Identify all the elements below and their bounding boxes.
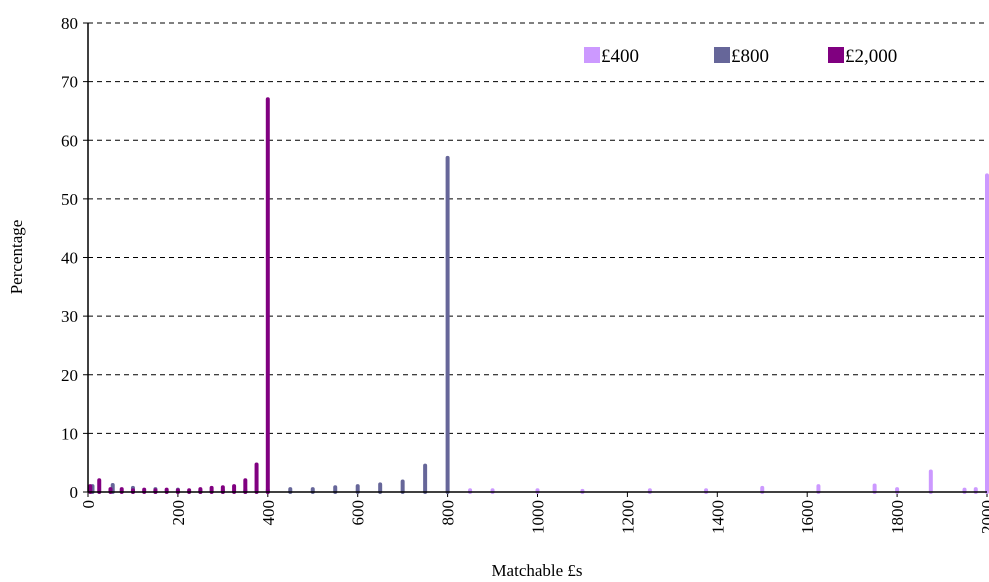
y-tick-label: 70 — [61, 73, 78, 92]
y-tick-label: 50 — [61, 190, 78, 209]
x-tick-label: 1200 — [618, 500, 637, 534]
x-tick-label: 1400 — [708, 500, 727, 534]
x-tick-label: 2000 — [978, 500, 989, 534]
legend-label: £400 — [601, 46, 639, 67]
legend-swatch — [714, 47, 730, 63]
y-tick-label: 40 — [61, 249, 78, 268]
legend-swatch — [828, 47, 844, 63]
y-tick-label: 10 — [61, 424, 78, 443]
y-tick-label: 80 — [61, 14, 78, 33]
x-tick-label: 800 — [439, 500, 458, 526]
x-axis-label: Matchable £s — [491, 561, 582, 580]
y-tick-label: 20 — [61, 366, 78, 385]
x-tick-label: 1800 — [888, 500, 907, 534]
x-tick-label: 0 — [79, 500, 98, 509]
x-tick-label: 200 — [169, 500, 188, 526]
x-tick-label: 1600 — [798, 500, 817, 534]
legend-label: £2,000 — [845, 46, 897, 67]
y-tick-label: 0 — [70, 483, 79, 502]
x-tick-label: 400 — [259, 500, 278, 526]
y-axis-label: Percentage — [7, 220, 26, 295]
legend-swatch — [584, 47, 600, 63]
legend-label: £800 — [731, 46, 769, 67]
x-tick-label: 600 — [349, 500, 368, 526]
x-tick-label: 1000 — [529, 500, 548, 534]
y-tick-label: 30 — [61, 307, 78, 326]
y-tick-label: 60 — [61, 131, 78, 150]
